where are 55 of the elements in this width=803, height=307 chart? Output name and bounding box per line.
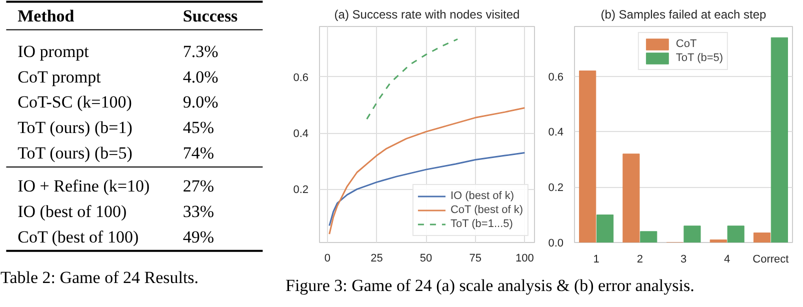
x-tick-label: 100	[515, 252, 534, 264]
text: 9.0%	[182, 92, 218, 112]
bar	[596, 214, 614, 242]
bar	[579, 70, 596, 242]
bar	[622, 154, 640, 242]
y-tick-label: 0.4	[293, 128, 309, 140]
x-tick-label: Correct	[752, 254, 789, 266]
x-tick-label: 4	[724, 254, 730, 266]
bar	[727, 226, 744, 242]
y-tick-label: 0.4	[548, 126, 564, 139]
text: 7.3%	[182, 42, 218, 61]
legend-label: CoT (best of k)	[450, 203, 523, 217]
x-tick-label: 50	[420, 252, 432, 264]
x-tick-label: 1	[593, 254, 600, 266]
caption: Figure 3: Game of 24 (a) scale analysis & (b) error analysis.	[286, 276, 694, 295]
text: IO prompt	[18, 42, 90, 61]
text: Method	[18, 6, 75, 26]
legend-label: ToT (b=5)	[676, 51, 724, 65]
line-series	[366, 38, 458, 120]
x-tick-label: 3	[680, 254, 687, 266]
text: 4.0%	[182, 67, 218, 86]
text: IO (best of 100)	[18, 202, 127, 222]
text: CoT-SC (k=100)	[18, 92, 132, 112]
text: Success	[182, 6, 238, 26]
bar	[770, 37, 788, 242]
legend-label: CoT	[676, 37, 697, 51]
bar	[684, 226, 701, 242]
text: 27%	[182, 176, 214, 196]
text: CoT prompt	[18, 67, 102, 86]
text: 74%	[182, 144, 214, 163]
x-tick-label: 2	[636, 254, 643, 266]
text: 33%	[182, 202, 214, 222]
bar	[753, 232, 771, 242]
x-tick-label: 75	[469, 252, 482, 264]
text: 45%	[182, 118, 214, 138]
x-tick-label: 0	[324, 252, 330, 264]
text: ToT (ours) (b=1)	[18, 118, 132, 138]
text: IO + Refine (k=10)	[18, 176, 150, 196]
y-tick-label: 0.6	[548, 71, 564, 84]
y-tick-label: 0.2	[548, 182, 564, 194]
text: CoT (best of 100)	[18, 227, 139, 246]
caption: Table 2: Game of 24 Results.	[0, 268, 199, 288]
y-tick-label: 0.6	[293, 72, 309, 84]
chart-title: (b) Samples failed at each step	[600, 8, 767, 22]
bar	[710, 239, 727, 242]
y-tick-label: 0.0	[548, 238, 564, 250]
chart-title: (a) Success rate with nodes visited	[334, 8, 520, 22]
x-tick-label: 25	[370, 252, 383, 264]
bar	[640, 231, 658, 242]
legend-label: ToT (b=1...5)	[450, 217, 513, 231]
y-tick-label: 0.2	[293, 184, 309, 196]
text: ToT (ours) (b=5)	[18, 144, 132, 163]
text: 49%	[182, 227, 214, 246]
line-series	[328, 107, 526, 235]
legend-label: IO (best of k)	[450, 189, 514, 203]
